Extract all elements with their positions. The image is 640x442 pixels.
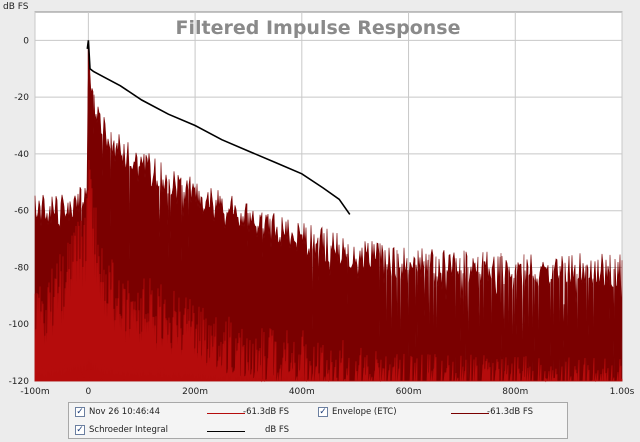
x-tick-label: 400m: [289, 387, 315, 397]
chart-title: Filtered Impulse Response: [176, 17, 461, 39]
schroeder-series: [86, 40, 351, 215]
y-tick-label: -60: [14, 207, 29, 217]
chart-canvas: -100m 0 200m 400m 600m 800m 1.00s 0 -20 -40 -60 -8…: [3, 2, 635, 397]
legend-row: ✓ Schroeder Integral dB FS: [69, 422, 567, 440]
x-tick-label: 0: [85, 387, 91, 397]
y-tick-label: -80: [14, 263, 29, 273]
y-axis-unit-label: dB FS: [3, 2, 29, 12]
x-tick-label: 600m: [396, 387, 422, 397]
impulse-response-series: [34, 159, 623, 383]
y-tick-label: -20: [14, 93, 29, 103]
legend-label-envelope: Envelope (ETC): [332, 407, 397, 417]
legend-swatch-schroeder: [207, 431, 245, 432]
y-tick-label: -100: [9, 320, 30, 330]
envelope-toggle-checkbox[interactable]: ✓: [318, 407, 328, 417]
envelope-area: [34, 53, 623, 382]
series-toggle-checkbox[interactable]: ✓: [75, 407, 85, 417]
legend: ✓ Nov 26 10:46:44 -61.3dB FS ✓ Envelope …: [68, 402, 568, 439]
legend-label-schroeder: Schroeder Integral: [89, 425, 168, 435]
x-tick-label: 200m: [182, 387, 208, 397]
y-tick-label: 0: [23, 36, 29, 46]
legend-value-measurement: -61.3dB FS: [243, 407, 290, 417]
schroeder-integral-line: [86, 40, 351, 215]
x-tick-label: -100m: [20, 387, 49, 397]
y-tick-label: -40: [14, 150, 29, 160]
schroeder-toggle-checkbox[interactable]: ✓: [75, 425, 85, 435]
legend-value-schroeder: dB FS: [265, 425, 290, 435]
impulse-response-spikes: [34, 159, 623, 383]
y-axis-ticks: 0 -20 -40 -60 -80 -100 -120: [9, 36, 30, 387]
x-tick-label: 1.00s: [610, 387, 635, 397]
legend-swatch-measurement: [207, 413, 245, 414]
legend-row: ✓ Nov 26 10:46:44 -61.3dB FS ✓ Envelope …: [69, 404, 567, 422]
y-tick-label: -120: [9, 377, 30, 387]
legend-label-measurement: Nov 26 10:46:44: [89, 407, 160, 417]
legend-swatch-envelope: [451, 413, 489, 414]
legend-value-envelope: -61.3dB FS: [487, 407, 534, 417]
x-axis-ticks: -100m 0 200m 400m 600m 800m 1.00s: [20, 387, 634, 397]
x-tick-label: 800m: [502, 387, 528, 397]
